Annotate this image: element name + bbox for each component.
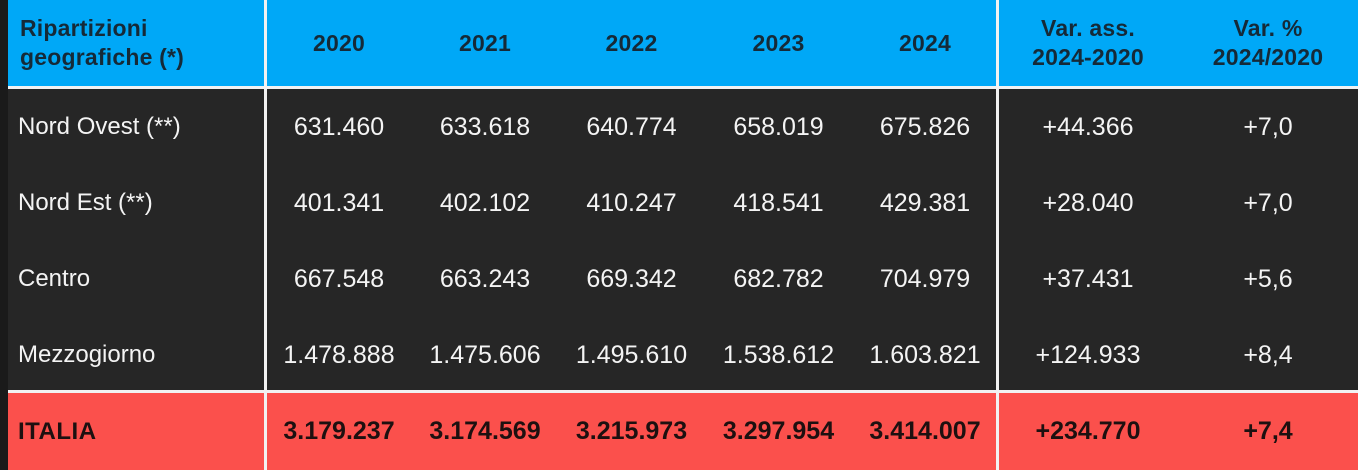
total-cell-2024: 3.414.007 [869, 417, 981, 445]
cell-2024: 704.979 [879, 264, 971, 293]
cell-2021: 1.475.606 [429, 340, 541, 369]
header-year-label: 2020 [313, 29, 365, 56]
total-cell-var-assoluta: +234.770 [1035, 417, 1141, 445]
header-year-label: 2022 [605, 29, 658, 56]
header-year-label: 2024 [899, 29, 951, 56]
cell-var-percentuale: +5,6 [1243, 264, 1293, 293]
row-label: Nord Est (**) [18, 189, 153, 216]
cell-2023: 1.538.612 [722, 340, 835, 369]
header-var-abs-line2: 2024-2020 [1032, 44, 1144, 70]
cell-var-assoluta: +124.933 [1035, 340, 1141, 369]
table-row: Nord Est (**) 401.341 402.102 410.247 41… [0, 165, 1358, 241]
header-label-line1: Ripartizioni [20, 15, 148, 42]
cell-2020: 401.341 [293, 188, 385, 217]
header-bottom-divider [0, 86, 1358, 89]
total-row-top-divider [0, 390, 1358, 393]
cell-2021: 663.243 [439, 264, 531, 293]
cell-var-percentuale: +7,0 [1243, 112, 1293, 141]
header-var-abs-line1: Var. ass. [1041, 15, 1135, 42]
header-cell-year-2022: 2022 [558, 0, 705, 86]
row-label: Nord Ovest (**) [18, 113, 181, 140]
cell-2022: 1.495.610 [575, 340, 688, 369]
table-row: Nord Ovest (**) 631.460 633.618 640.774 … [0, 89, 1358, 165]
cell-var-percentuale: +7,0 [1243, 188, 1293, 217]
cell-2022: 669.342 [586, 264, 677, 293]
row-label: Centro [18, 265, 91, 292]
table-row: Mezzogiorno 1.478.888 1.475.606 1.495.61… [0, 317, 1358, 393]
cell-2021: 402.102 [439, 188, 531, 217]
cell-var-percentuale: +8,4 [1243, 340, 1293, 369]
header-cell-var-assoluta: Var. ass. 2024-2020 [998, 0, 1178, 86]
header-var-pct-line2: 2024/2020 [1212, 44, 1324, 70]
table-row: Centro 667.548 663.243 669.342 682.782 7… [0, 241, 1358, 317]
column-divider-left [264, 0, 267, 470]
total-cell-2020: 3.179.237 [283, 417, 395, 445]
header-year-label: 2023 [752, 29, 805, 56]
cell-2023: 658.019 [733, 112, 824, 141]
table-body: Nord Ovest (**) 631.460 633.618 640.774 … [0, 89, 1358, 393]
row-label: Mezzogiorno [18, 341, 156, 368]
total-row-label: ITALIA [18, 417, 97, 445]
cell-2020: 667.548 [293, 264, 385, 293]
cell-2021: 633.618 [439, 112, 531, 141]
cell-2023: 418.541 [733, 188, 824, 217]
table-total-row: ITALIA 3.179.237 3.174.569 3.215.973 3.2… [0, 393, 1358, 470]
header-cell-year-2021: 2021 [412, 0, 558, 86]
cell-2024: 675.826 [879, 112, 971, 141]
header-cell-var-percentuale: Var. % 2024/2020 [1178, 0, 1358, 86]
cell-2023: 682.782 [733, 264, 824, 293]
total-cell-2022: 3.215.973 [575, 417, 688, 445]
header-label-line2: geografiche (*) [20, 44, 185, 70]
header-cell-year-2020: 2020 [266, 0, 412, 86]
table-header-row: Ripartizioni geografiche (*) 2020 2021 2… [0, 0, 1358, 86]
header-year-label: 2021 [459, 29, 511, 56]
cell-var-assoluta: +37.431 [1042, 264, 1134, 293]
cell-2020: 1.478.888 [283, 340, 395, 369]
column-divider-right [996, 0, 999, 470]
cell-2024: 1.603.821 [869, 340, 981, 369]
cell-2022: 410.247 [586, 188, 677, 217]
total-cell-var-percentuale: +7,4 [1243, 417, 1293, 445]
cell-2020: 631.460 [293, 112, 385, 141]
cell-var-assoluta: +44.366 [1042, 112, 1134, 141]
header-cell-ripartizioni: Ripartizioni geografiche (*) [20, 0, 260, 86]
cell-var-assoluta: +28.040 [1042, 188, 1134, 217]
header-cell-year-2024: 2024 [852, 0, 998, 86]
header-cell-year-2023: 2023 [705, 0, 852, 86]
cell-2024: 429.381 [879, 188, 971, 217]
left-edge-strip [0, 0, 8, 470]
header-var-pct-line1: Var. % [1233, 15, 1303, 42]
cell-2022: 640.774 [586, 112, 677, 141]
total-cell-2023: 3.297.954 [722, 417, 835, 445]
total-cell-2021: 3.174.569 [429, 417, 541, 445]
